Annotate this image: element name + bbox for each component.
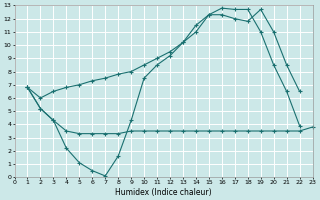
X-axis label: Humidex (Indice chaleur): Humidex (Indice chaleur) xyxy=(115,188,212,197)
